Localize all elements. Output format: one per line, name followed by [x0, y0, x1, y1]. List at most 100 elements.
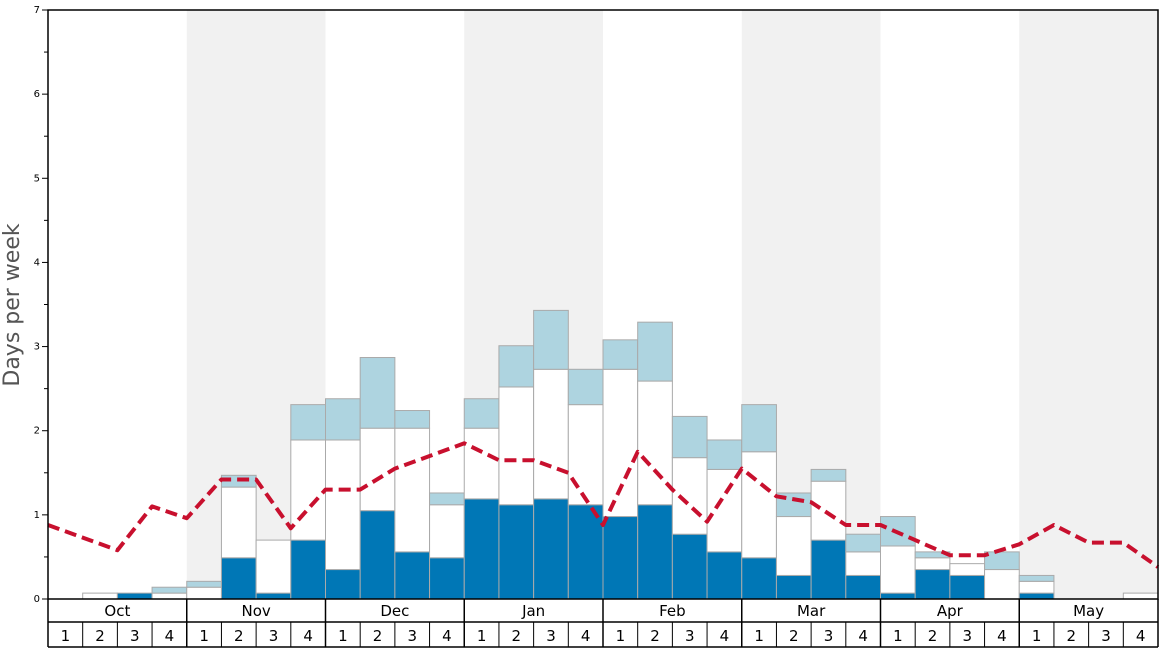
week-label: 3 — [824, 627, 834, 645]
week-label: 2 — [928, 627, 938, 645]
bar-middle-28 — [984, 569, 1020, 600]
bar-bottom-16 — [567, 504, 604, 600]
bar-top-11 — [394, 410, 431, 429]
bar-middle-22 — [775, 516, 812, 576]
bar-bottom-3 — [116, 592, 153, 600]
bar-bottom-14 — [498, 504, 535, 600]
week-label: 4 — [165, 627, 175, 645]
bar-bottom-17 — [602, 516, 639, 600]
bar-middle-27 — [949, 563, 986, 576]
month-label-apr: Apr — [937, 602, 964, 620]
week-label: 4 — [858, 627, 868, 645]
bar-bottom-7 — [255, 592, 292, 600]
bar-middle-29 — [1018, 580, 1055, 594]
bar-top-28 — [984, 551, 1020, 571]
bar-middle-32 — [1122, 592, 1159, 600]
bar-middle-13 — [463, 427, 500, 500]
week-label: 3 — [546, 627, 556, 645]
bar-bottom-15 — [533, 498, 569, 600]
week-label: 1 — [1032, 627, 1042, 645]
bar-top-18 — [637, 321, 673, 382]
y-tick-label: 6 — [34, 89, 40, 100]
bar-middle-7 — [255, 539, 292, 594]
bar-bottom-13 — [463, 498, 500, 600]
month-label-may: May — [1073, 602, 1104, 620]
y-tick-label: 2 — [34, 426, 40, 437]
bar-bottom-6 — [220, 557, 257, 600]
week-label: 1 — [338, 627, 348, 645]
bar-middle-14 — [498, 386, 535, 506]
bar-top-24 — [845, 533, 881, 553]
bar-middle-20 — [706, 468, 743, 553]
bar-middle-21 — [741, 451, 777, 559]
bar-bottom-18 — [637, 504, 673, 600]
bar-bottom-23 — [810, 539, 847, 600]
bar-middle-12 — [429, 504, 465, 559]
bar-top-15 — [533, 309, 569, 370]
bar-top-5 — [186, 580, 222, 588]
week-label: 1 — [616, 627, 626, 645]
bar-bottom-11 — [394, 551, 431, 600]
week-label: 3 — [1101, 627, 1111, 645]
y-tick-label: 3 — [34, 342, 40, 353]
bar-middle-2 — [82, 592, 118, 600]
week-label: 2 — [373, 627, 383, 645]
y-tick-label: 4 — [34, 257, 40, 268]
bar-bottom-29 — [1018, 592, 1055, 600]
bar-bottom-8 — [290, 539, 326, 600]
bar-bottom-25 — [880, 592, 916, 600]
average-line — [47, 441, 1160, 569]
bar-top-9 — [325, 398, 361, 441]
month-label-mar: Mar — [797, 602, 826, 620]
month-label-feb: Feb — [659, 602, 686, 620]
bar-top-21 — [741, 404, 777, 453]
bar-bottom-20 — [706, 551, 743, 600]
week-label: 4 — [442, 627, 452, 645]
y-tick-label: 7 — [34, 5, 40, 16]
week-label: 2 — [512, 627, 522, 645]
bar-middle-26 — [914, 557, 951, 571]
bar-middle-15 — [533, 368, 569, 500]
bar-top-17 — [602, 339, 639, 370]
week-label: 4 — [720, 627, 730, 645]
y-axis: 0 1 2 3 4 5 6 7 — [34, 5, 48, 605]
bar-middle-10 — [359, 427, 396, 512]
bar-middle-23 — [810, 480, 847, 541]
week-label: 1 — [61, 627, 71, 645]
average-line-path — [47, 441, 1160, 569]
bar-middle-4 — [151, 592, 188, 600]
bar-middle-9 — [325, 439, 361, 571]
bar-top-16 — [567, 368, 604, 406]
week-label: 1 — [199, 627, 209, 645]
bar-top-8 — [290, 404, 326, 441]
bar-middle-11 — [394, 427, 431, 553]
week-label: 2 — [95, 627, 105, 645]
bar-bottom-27 — [949, 574, 986, 600]
stacked-bars — [82, 309, 1159, 600]
week-label: 3 — [407, 627, 417, 645]
month-label-dec: Dec — [380, 602, 409, 620]
bar-middle-16 — [567, 404, 604, 506]
week-label: 2 — [650, 627, 660, 645]
week-label: 4 — [303, 627, 313, 645]
y-tick-label: 0 — [34, 594, 40, 605]
bar-top-14 — [498, 345, 535, 388]
month-label-nov: Nov — [241, 602, 270, 620]
week-label: 2 — [789, 627, 799, 645]
y-axis-title: Days per week — [0, 223, 25, 386]
month-band-may — [1019, 10, 1158, 599]
bar-bottom-12 — [429, 557, 465, 600]
month-bands — [186, 10, 1158, 599]
bar-top-29 — [1018, 574, 1055, 582]
week-label: 1 — [477, 627, 487, 645]
bar-bottom-9 — [325, 569, 361, 600]
week-label: 1 — [893, 627, 903, 645]
month-label-jan: Jan — [521, 602, 545, 620]
week-label: 4 — [581, 627, 591, 645]
bar-bottom-21 — [741, 557, 777, 600]
week-label: 4 — [1136, 627, 1146, 645]
bar-middle-5 — [186, 586, 222, 600]
bar-bottom-24 — [845, 574, 881, 600]
week-label: 1 — [754, 627, 764, 645]
